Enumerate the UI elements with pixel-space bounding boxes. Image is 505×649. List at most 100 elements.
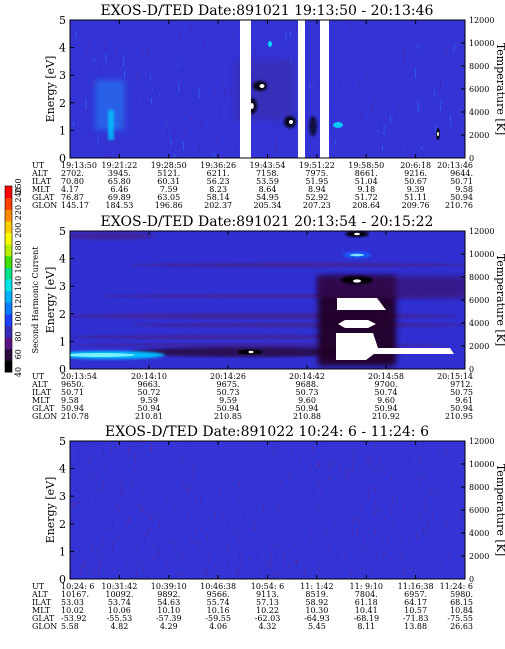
- colorbar-swatch: [5, 290, 12, 303]
- texture-streak: [207, 532, 210, 538]
- texture-streak: [158, 523, 161, 529]
- ephemeris-value: 51.04: [355, 177, 378, 186]
- texture-streak: [235, 143, 238, 153]
- texture-streak: [422, 524, 424, 533]
- texture-streak: [318, 564, 321, 572]
- texture-streak: [115, 51, 117, 58]
- ephemeris-value: 210.92: [372, 412, 400, 421]
- texture-streak: [409, 475, 411, 481]
- texture-streak: [375, 556, 377, 559]
- texture-streak: [72, 518, 75, 523]
- y-right-tick-label: 2000: [469, 342, 489, 351]
- texture-streak: [316, 543, 318, 552]
- texture-streak: [348, 530, 350, 537]
- texture-streak: [393, 521, 396, 527]
- texture-streak: [378, 147, 381, 151]
- ephemeris-value: 20:15:14: [437, 372, 473, 381]
- panel-1-data-gap: [298, 20, 305, 158]
- texture-streak: [164, 566, 166, 569]
- texture-streak: [180, 83, 183, 95]
- texture-streak: [439, 100, 442, 111]
- ephemeris-value: 9892.: [157, 590, 180, 599]
- texture-streak: [342, 567, 345, 570]
- ephemeris-value: 9.18: [357, 185, 375, 194]
- ephemeris-value: 6.46: [110, 185, 128, 194]
- texture-streak: [409, 553, 412, 562]
- texture-streak: [346, 517, 349, 524]
- texture-streak: [418, 515, 420, 519]
- texture-streak: [110, 443, 113, 452]
- texture-streak: [294, 559, 296, 565]
- texture-streak: [426, 559, 429, 566]
- texture-streak: [294, 542, 297, 549]
- ephemeris-value: 50.94: [138, 404, 161, 413]
- ephemeris-value: 50.74: [375, 388, 398, 397]
- ephemeris-value: 10092.: [105, 590, 133, 599]
- ephemeris-value: 4.29: [160, 622, 178, 631]
- texture-streak: [123, 523, 126, 527]
- ephemeris-value: 9216.: [404, 169, 427, 178]
- panel-1-plot-area: [70, 20, 465, 158]
- ephemeris-value: 10.41: [355, 606, 378, 615]
- ephemeris-value: 10.22: [256, 606, 279, 615]
- texture-streak: [150, 97, 153, 104]
- texture-streak: [237, 494, 239, 501]
- y-tick-label: 4: [59, 42, 66, 55]
- texture-streak: [200, 121, 202, 128]
- colorbar-tick-label: 240: [14, 187, 23, 202]
- y-tick-label: 3: [59, 490, 66, 503]
- ephemeris-value: 19:13:50: [61, 161, 97, 170]
- texture-streak: [401, 553, 403, 558]
- texture-streak: [72, 121, 75, 126]
- texture-streak: [386, 578, 388, 579]
- texture-streak: [190, 564, 193, 569]
- texture-streak: [414, 488, 417, 493]
- texture-streak: [151, 510, 153, 519]
- texture-streak: [178, 558, 181, 565]
- panel-1-feature: [309, 116, 317, 136]
- panel-2-plot-area: [70, 231, 465, 369]
- ephemeris-value: 56.23: [207, 177, 230, 186]
- texture-streak: [102, 481, 104, 490]
- ephemeris-value: 145.17: [61, 201, 89, 210]
- texture-streak: [423, 492, 425, 499]
- texture-streak: [369, 455, 371, 464]
- texture-streak: [85, 485, 88, 492]
- texture-streak: [85, 443, 87, 447]
- texture-streak: [80, 563, 83, 567]
- texture-streak: [361, 477, 363, 481]
- texture-streak: [269, 482, 272, 487]
- ephemeris-value: -64.93: [304, 614, 330, 623]
- ephemeris-value: 208.64: [352, 201, 380, 210]
- texture-streak: [321, 538, 323, 545]
- texture-streak: [232, 34, 234, 42]
- y-tick-label: 5: [59, 14, 66, 27]
- texture-streak: [452, 510, 454, 515]
- ephemeris-value: 210.76: [445, 201, 473, 210]
- colorbar-tick-label: 100: [14, 311, 23, 326]
- texture-streak: [348, 22, 351, 28]
- texture-streak: [272, 449, 275, 459]
- texture-streak: [313, 492, 315, 499]
- texture-streak: [225, 477, 227, 482]
- texture-streak: [379, 458, 381, 467]
- ephemeris-label: UT: [32, 372, 45, 381]
- texture-streak: [168, 442, 170, 451]
- texture-streak: [324, 515, 326, 519]
- ephemeris-value: 9566.: [207, 590, 230, 599]
- ephemeris-value: 63.05: [157, 193, 180, 202]
- texture-streak: [241, 533, 244, 537]
- texture-streak: [125, 520, 127, 528]
- texture-streak: [449, 116, 452, 127]
- texture-streak: [391, 544, 393, 552]
- y-right-tick-label: 10000: [469, 250, 494, 259]
- texture-streak: [209, 514, 211, 520]
- texture-streak: [174, 154, 176, 158]
- ephemeris-value: 10:24: 6: [61, 582, 94, 591]
- texture-streak: [348, 470, 351, 473]
- texture-streak: [79, 441, 81, 451]
- texture-streak: [425, 461, 427, 467]
- texture-streak: [129, 516, 132, 522]
- y-tick-label: 0: [59, 573, 66, 586]
